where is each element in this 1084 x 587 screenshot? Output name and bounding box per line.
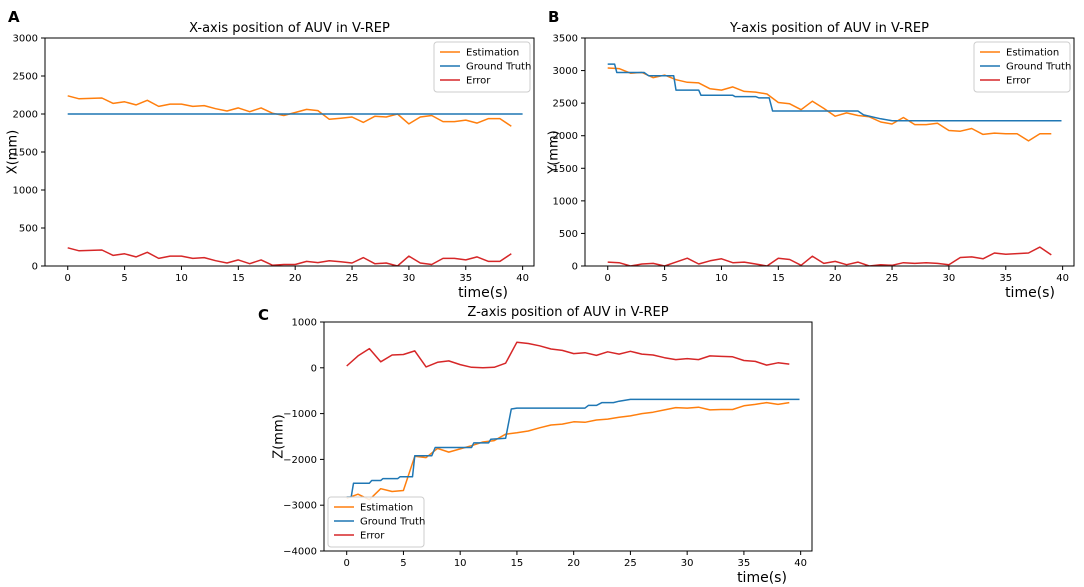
y-tick-label: 500 (19, 224, 38, 235)
y-tick-label: 1000 (13, 186, 38, 197)
legend-label: Error (466, 76, 491, 87)
panel-letter: A (8, 8, 20, 26)
y-tick-label: 1000 (553, 196, 578, 207)
series-line-ground-truth (607, 63, 1062, 122)
series-line-estimation (67, 95, 512, 127)
x-tick-label: 15 (232, 273, 245, 284)
legend-label: Ground Truth (1006, 62, 1071, 73)
legend-label: Estimation (1006, 48, 1059, 59)
legend-label: Error (360, 531, 385, 542)
plot-frame (323, 321, 813, 552)
x-tick-label: 10 (454, 558, 467, 569)
y-tick-label: 0 (572, 262, 578, 273)
x-tick-label: 5 (121, 273, 127, 284)
legend-label: Ground Truth (360, 517, 425, 528)
x-tick-label: 15 (772, 273, 785, 284)
x-tick-label: 35 (459, 273, 472, 284)
chart-panel-a: A X-axis position of AUV in V-REP 0 5 10 15 20… (6, 8, 535, 301)
plot-frame (584, 37, 1075, 267)
legend: Estimation Ground Truth Error (973, 41, 1071, 93)
x-tick-label: 30 (943, 273, 956, 284)
x-tick-label: 10 (715, 273, 728, 284)
x-tick-label: 40 (516, 273, 529, 284)
y-tick-label: 3000 (13, 34, 38, 45)
x-tick-label: 35 (738, 558, 751, 569)
x-tick-label: 30 (403, 273, 416, 284)
panel-letter: C (258, 306, 269, 324)
series-line-estimation (346, 401, 790, 501)
y-axis-label: Z(mm) (272, 414, 287, 458)
series-line-error (607, 246, 1052, 266)
x-tick-label: 0 (65, 273, 71, 284)
y-tick-label: 3000 (553, 66, 578, 77)
x-axis-label: time(s) (458, 285, 508, 301)
y-axis-label: X(mm) (6, 130, 21, 174)
x-axis-label: time(s) (1005, 285, 1055, 301)
x-tick-label: 0 (344, 558, 350, 569)
y-tick-label: 0 (311, 363, 317, 374)
x-tick-label: 25 (346, 273, 359, 284)
legend-label: Ground Truth (466, 62, 531, 73)
chart-title: X-axis position of AUV in V-REP (189, 21, 390, 36)
panel-letter: B (548, 8, 559, 26)
y-tick-label: −4000 (283, 547, 317, 558)
y-axis-label: Y(mm) (547, 130, 562, 174)
x-tick-label: 20 (829, 273, 842, 284)
x-tick-label: 40 (1056, 273, 1069, 284)
y-tick-label: 500 (559, 229, 578, 240)
y-tick-label: 2000 (553, 131, 578, 142)
y-tick-label: −2000 (283, 455, 317, 466)
legend: Estimation Ground Truth Error (327, 496, 425, 548)
chart-panel-b: B Y-axis position of AUV in V-REP 0 5 10 15 20… (547, 8, 1075, 301)
y-tick-label: −1000 (283, 409, 317, 420)
x-tick-label: 20 (567, 558, 580, 569)
legend-label: Estimation (360, 503, 413, 514)
x-tick-label: 20 (289, 273, 302, 284)
series-line-ground-truth (346, 398, 800, 498)
y-tick-label: 0 (32, 262, 38, 273)
chart-panel-c: C Z-axis position of AUV in V-REP 0 5 10 15 20… (258, 305, 813, 586)
x-tick-label: 0 (605, 273, 611, 284)
y-tick-label: 1500 (13, 148, 38, 159)
y-tick-label: −3000 (283, 501, 317, 512)
series-line-error (67, 247, 512, 266)
series-line-estimation (607, 67, 1052, 142)
y-tick-label: 3500 (553, 34, 578, 45)
chart-title: Z-axis position of AUV in V-REP (467, 305, 668, 320)
legend: Estimation Ground Truth Error (433, 41, 531, 93)
x-axis-label: time(s) (737, 570, 787, 586)
y-tick-label: 2500 (553, 99, 578, 110)
legend-label: Error (1006, 76, 1031, 87)
x-tick-label: 10 (175, 273, 188, 284)
x-tick-label: 30 (681, 558, 694, 569)
chart-title: Y-axis position of AUV in V-REP (729, 21, 929, 36)
legend-label: Estimation (466, 48, 519, 59)
x-tick-label: 25 (624, 558, 637, 569)
y-tick-label: 1000 (292, 318, 317, 329)
series-line-error (346, 341, 790, 369)
y-tick-label: 1500 (553, 164, 578, 175)
x-tick-label: 5 (400, 558, 406, 569)
y-tick-label: 2000 (13, 110, 38, 121)
x-tick-label: 5 (661, 273, 667, 284)
x-tick-label: 40 (794, 558, 807, 569)
y-tick-label: 2500 (13, 72, 38, 83)
x-tick-label: 25 (886, 273, 899, 284)
x-tick-label: 15 (511, 558, 524, 569)
x-tick-label: 35 (999, 273, 1012, 284)
